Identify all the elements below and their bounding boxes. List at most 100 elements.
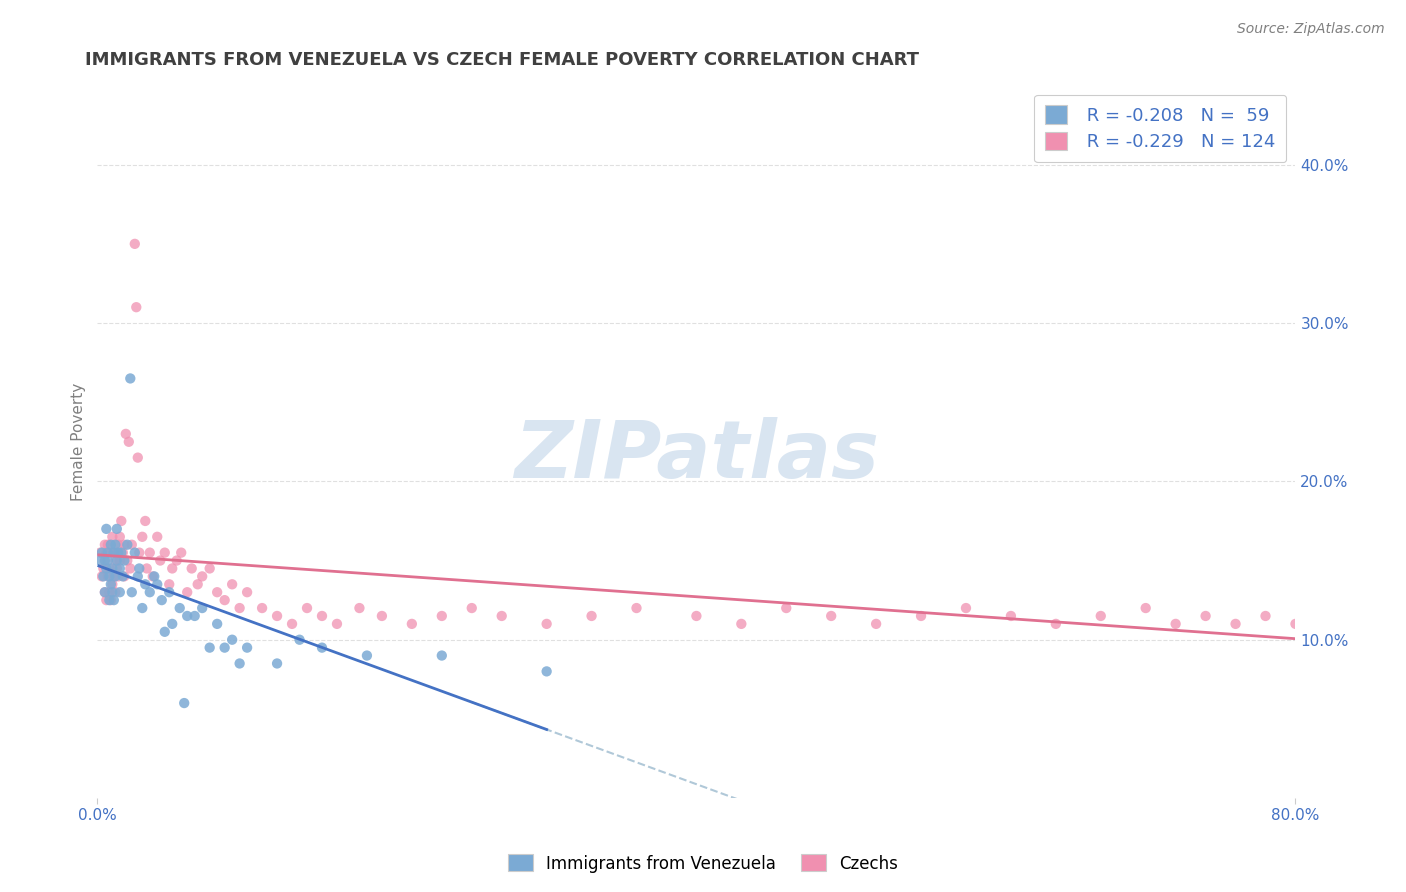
Point xyxy=(170,546,193,560)
Point xyxy=(266,657,288,671)
Point xyxy=(146,577,169,591)
Point xyxy=(118,434,141,449)
Point xyxy=(96,546,118,560)
Point xyxy=(288,632,311,647)
Point xyxy=(107,546,129,560)
Point xyxy=(581,609,603,624)
Point xyxy=(1090,609,1112,624)
Point xyxy=(491,609,513,624)
Point xyxy=(101,577,124,591)
Point xyxy=(101,585,124,599)
Text: ZIPatlas: ZIPatlas xyxy=(515,417,879,495)
Point xyxy=(1045,616,1067,631)
Point xyxy=(910,609,932,624)
Point xyxy=(96,522,118,536)
Point xyxy=(1344,616,1367,631)
Point xyxy=(775,601,797,615)
Point xyxy=(461,601,484,615)
Point xyxy=(150,593,173,607)
Point xyxy=(430,648,453,663)
Point xyxy=(131,601,153,615)
Point xyxy=(1254,609,1277,624)
Point xyxy=(104,553,127,567)
Point xyxy=(108,530,131,544)
Point xyxy=(89,546,111,560)
Point xyxy=(103,569,125,583)
Point xyxy=(187,577,209,591)
Point xyxy=(228,601,250,615)
Point xyxy=(1194,609,1216,624)
Point xyxy=(125,300,148,314)
Point xyxy=(100,538,122,552)
Point xyxy=(536,665,558,679)
Point xyxy=(221,577,243,591)
Point xyxy=(1284,616,1306,631)
Point xyxy=(157,577,180,591)
Point xyxy=(90,546,112,560)
Point xyxy=(205,585,228,599)
Point xyxy=(105,522,128,536)
Point xyxy=(139,585,162,599)
Point xyxy=(97,546,120,560)
Point xyxy=(121,538,143,552)
Point xyxy=(371,609,394,624)
Point xyxy=(356,648,378,663)
Point xyxy=(97,569,120,583)
Point xyxy=(153,624,176,639)
Point xyxy=(214,593,236,607)
Point xyxy=(146,530,169,544)
Point xyxy=(128,546,150,560)
Point xyxy=(536,616,558,631)
Point xyxy=(96,561,118,575)
Point xyxy=(104,538,127,552)
Point xyxy=(153,546,176,560)
Point xyxy=(1000,609,1022,624)
Point xyxy=(134,577,156,591)
Point xyxy=(111,569,134,583)
Point xyxy=(98,585,121,599)
Point xyxy=(281,616,304,631)
Point xyxy=(1225,616,1247,631)
Point xyxy=(124,236,146,251)
Point xyxy=(89,553,111,567)
Point xyxy=(103,593,125,607)
Point xyxy=(94,538,117,552)
Point xyxy=(108,561,131,575)
Point xyxy=(98,561,121,575)
Point xyxy=(110,546,132,560)
Point xyxy=(101,561,124,575)
Point xyxy=(124,546,146,560)
Point xyxy=(626,601,648,615)
Point xyxy=(1164,616,1187,631)
Point xyxy=(105,546,128,560)
Point xyxy=(127,569,149,583)
Point xyxy=(104,585,127,599)
Point xyxy=(349,601,371,615)
Point xyxy=(191,569,214,583)
Point xyxy=(112,538,135,552)
Point xyxy=(121,585,143,599)
Point xyxy=(205,616,228,631)
Point xyxy=(820,609,842,624)
Point xyxy=(143,569,166,583)
Point xyxy=(105,561,128,575)
Point xyxy=(430,609,453,624)
Point xyxy=(94,553,117,567)
Point xyxy=(730,616,752,631)
Text: IMMIGRANTS FROM VENEZUELA VS CZECH FEMALE POVERTY CORRELATION CHART: IMMIGRANTS FROM VENEZUELA VS CZECH FEMAL… xyxy=(86,51,920,69)
Point xyxy=(100,593,122,607)
Point xyxy=(93,569,115,583)
Point xyxy=(128,561,150,575)
Point xyxy=(214,640,236,655)
Point xyxy=(191,601,214,615)
Point xyxy=(180,561,202,575)
Point xyxy=(142,569,165,583)
Point xyxy=(169,601,191,615)
Point xyxy=(198,561,221,575)
Point xyxy=(266,609,288,624)
Point xyxy=(117,538,139,552)
Point xyxy=(865,616,887,631)
Point xyxy=(107,569,129,583)
Legend: Immigrants from Venezuela, Czechs: Immigrants from Venezuela, Czechs xyxy=(501,847,905,880)
Point xyxy=(173,696,195,710)
